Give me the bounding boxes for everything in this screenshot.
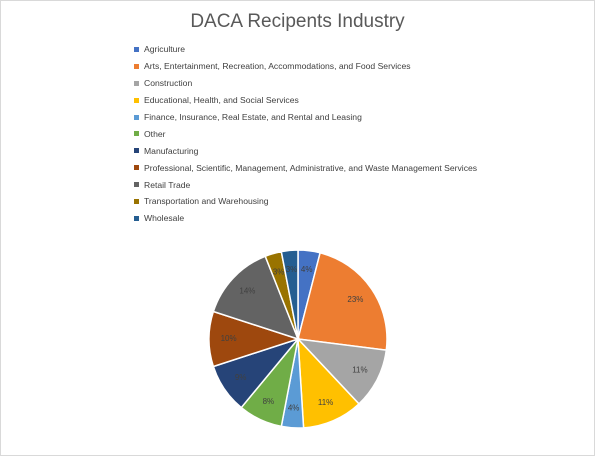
data-label: 11% [352, 366, 367, 375]
legend-label: Agriculture [144, 44, 186, 55]
legend-swatch [134, 114, 139, 120]
pie-slice [297, 251, 388, 351]
chart-title: DACA Recipents Industry [190, 11, 405, 32]
data-label: 4% [301, 265, 313, 274]
data-label: 9% [235, 373, 247, 382]
legend-item: Educational, Health, and Social Services [134, 92, 477, 109]
legend-label: Manufacturing [144, 145, 199, 156]
data-label: 8% [263, 397, 275, 406]
legend-item: Other [134, 125, 477, 142]
data-label: 3% [273, 267, 285, 276]
pie-slice [212, 255, 300, 341]
legend-label: Professional, Scientific, Management, Ad… [144, 162, 478, 173]
data-label: 14% [239, 287, 255, 296]
legend-label: Finance, Insurance, Real Estate, and Ren… [144, 112, 362, 122]
legend-label: Other [144, 128, 166, 139]
legend-item: Agriculture [134, 41, 477, 58]
legend-label: Arts, Entertainment, Recreation, Accommo… [144, 61, 411, 72]
data-label: 4% [288, 403, 300, 412]
legend: Agriculture Arts, Entertainment, Recreati… [134, 41, 477, 227]
data-label: 3% [286, 265, 298, 274]
legend-item: Construction [134, 75, 477, 92]
legend-label: Educational, Health, and Social Services [144, 95, 299, 106]
legend-swatch [134, 165, 139, 171]
legend-label: Transportation and Warehousing [144, 196, 269, 207]
legend-item: Arts, Entertainment, Recreation, Accommo… [134, 58, 477, 75]
legend-item: Transportation and Warehousing [134, 193, 477, 210]
legend-item: Finance, Insurance, Real Estate, and Ren… [134, 109, 477, 126]
data-label: 23% [347, 295, 363, 304]
legend-swatch [134, 131, 139, 137]
legend-swatch [134, 148, 139, 154]
legend-label: Construction [144, 78, 193, 89]
legend-swatch [134, 215, 139, 221]
legend-item: Wholesale [134, 210, 477, 227]
legend-swatch [134, 46, 139, 52]
legend-swatch [134, 97, 139, 103]
data-label: 11% [318, 398, 333, 407]
legend-item: Manufacturing [134, 142, 477, 159]
legend-swatch [134, 80, 139, 86]
legend-swatch [134, 198, 139, 204]
legend-item: Retail Trade [134, 176, 477, 193]
legend-swatch [134, 63, 139, 69]
data-label: 10% [221, 334, 237, 343]
legend-label: Wholesale [144, 213, 185, 224]
pie-slice [280, 249, 299, 340]
legend-item: Professional, Scientific, Management, Ad… [134, 159, 477, 176]
legend-label: Retail Trade [144, 179, 191, 190]
legend-swatch [134, 182, 139, 188]
